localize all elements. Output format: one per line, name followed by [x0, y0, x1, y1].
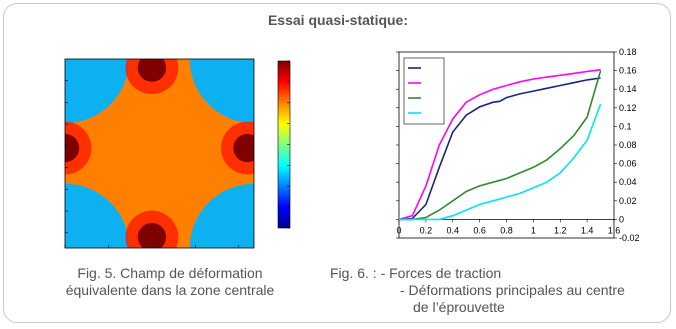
heatmap-corner-region-0 — [65, 59, 130, 124]
figure-6-caption-line2: - Déformations principales au centre — [400, 282, 625, 298]
heatmap-frame — [64, 58, 255, 249]
heatmap-hotspot-0 — [137, 59, 167, 82]
line-chart-y2-tick-label: 0.06 — [619, 159, 637, 169]
line-chart-x-tick-label: 0.2 — [420, 225, 433, 235]
line-chart-x-tick-label: 1.2 — [554, 225, 567, 235]
line-chart-y2-tick-label: 0.08 — [619, 140, 637, 150]
heatmap-corner-region-1 — [189, 59, 254, 124]
slide-heading: Essai quasi-statique: — [267, 12, 409, 28]
figure-6-caption: Fig. 6. : - Forces de traction - Déforma… — [330, 265, 660, 316]
line-chart-y2-tick-label: 0.1 — [619, 121, 632, 131]
line-chart-y2-tick-label: 0.14 — [619, 84, 637, 94]
line-chart-x-tick-label: 1 — [531, 225, 536, 235]
line-chart-x-tick-label: 0 — [396, 225, 401, 235]
line-chart-x-tick-label: 0.6 — [473, 225, 486, 235]
line-chart-y2-tick-label: 0.04 — [619, 177, 637, 187]
line-chart-y2-tick-label: 0.18 — [619, 47, 637, 57]
line-chart-y2-tick-label: 0 — [619, 214, 624, 224]
heatmap-corner-region-3 — [189, 183, 254, 248]
figure-5-caption: Fig. 5. Champ de déformation équivalente… — [35, 265, 305, 299]
strain-heatmap-chart — [64, 58, 291, 249]
line-chart-y2-tick-label: 0.16 — [619, 66, 637, 76]
line-chart-y2-tick-label: -0.02 — [619, 233, 640, 243]
series-line-ε2 — [399, 103, 602, 221]
line-chart-x-tick-label: 1.6 — [608, 225, 621, 235]
figure-6-caption-line1: Fig. 6. : - Forces de traction — [330, 265, 502, 281]
series-line-ε1 — [399, 70, 602, 221]
heatmap-corner-region-2 — [65, 183, 130, 248]
heatmap-hotspot-1 — [137, 222, 167, 248]
line-chart-y2-tick-label: 0.12 — [619, 103, 637, 113]
figure-6-caption-line3: de l’éprouvette — [413, 299, 505, 315]
series-line-Fy — [398, 68, 601, 221]
line-chart-x-tick-label: 0.4 — [446, 225, 459, 235]
line-chart-x-tick-label: 0.8 — [500, 225, 513, 235]
series-line-Fx — [398, 77, 601, 221]
figure-5-caption-line1: Fig. 5. Champ de déformation — [77, 265, 263, 281]
heatmap-field — [65, 59, 254, 248]
heatmap-hotspot-3 — [233, 133, 254, 163]
line-chart-x-tick-label: 1.4 — [581, 225, 594, 235]
heatmap-hotspot-2 — [65, 133, 80, 163]
line-chart-y2-tick-label: 0.02 — [619, 196, 637, 206]
figure-5-caption-line2: équivalente dans la zone centrale — [65, 282, 275, 298]
force-strain-line-chart: 0 0.2 0.4 0.6 0.8 1 1.2 1.4 1.6-0.02 0 0.02 0.04 0.0… — [396, 47, 640, 243]
